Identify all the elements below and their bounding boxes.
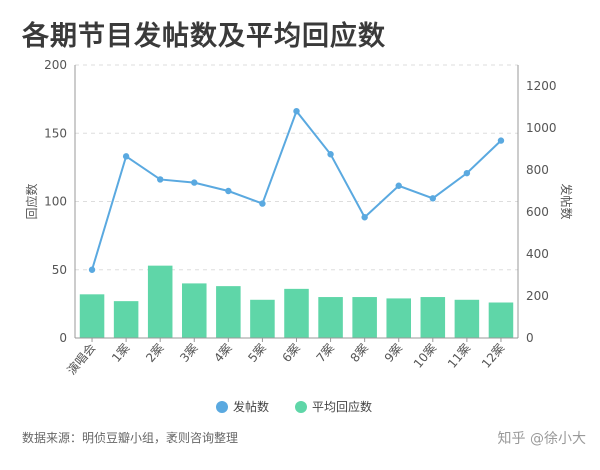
bar	[386, 298, 411, 338]
legend-marker-bar	[295, 401, 307, 413]
line-point	[361, 214, 368, 221]
x-tick-label: 演唱会	[64, 340, 99, 377]
right-tick-label: 600	[526, 205, 549, 219]
x-tick-label: 2案	[142, 340, 166, 365]
x-tick-label: 8案	[347, 340, 371, 365]
bar	[250, 299, 275, 338]
x-tick-label: 12案	[478, 340, 507, 371]
line-point	[259, 200, 266, 207]
bar	[216, 286, 241, 338]
x-tick-label: 6案	[279, 340, 303, 365]
line-point	[122, 153, 130, 160]
line-point	[327, 151, 334, 158]
line-point	[395, 182, 402, 189]
x-tick-label: 4案	[211, 340, 235, 365]
line-point	[463, 169, 471, 177]
bar	[454, 299, 480, 338]
legend-marker-line	[216, 401, 228, 413]
right-axis-title: 发帖数	[559, 183, 574, 219]
right-tick-label: 800	[526, 163, 549, 177]
right-tick-label: 1200	[526, 79, 557, 93]
left-tick-label: 200	[44, 58, 67, 72]
left-tick-label: 50	[52, 263, 67, 277]
line-path	[91, 109, 502, 271]
x-tick-label: 7案	[313, 340, 337, 365]
bar	[147, 265, 173, 338]
bar	[488, 302, 514, 338]
left-tick-label: 100	[44, 195, 67, 209]
bar	[79, 294, 105, 338]
x-tick-label: 10案	[410, 340, 439, 371]
right-tick-label: 0	[526, 331, 534, 345]
bar	[420, 297, 446, 338]
line-point	[88, 266, 96, 273]
bar	[113, 301, 139, 338]
right-tick-label: 1000	[526, 121, 557, 135]
x-tick-label: 1案	[108, 340, 132, 365]
chart-title: 各期节目发帖数及平均回应数	[22, 21, 386, 52]
watermark: 知乎 @徐小大	[497, 431, 586, 447]
left-axis-title: 回应数	[24, 183, 39, 219]
x-tick-label: 5案	[245, 340, 269, 365]
right-tick-label: 400	[526, 247, 549, 261]
bar	[284, 288, 309, 338]
bar	[352, 297, 377, 338]
line-point	[429, 195, 437, 202]
x-tick-label: 11案	[444, 340, 473, 371]
bar	[318, 297, 343, 338]
line-point	[293, 108, 300, 115]
legend: 发帖数 平均回应数	[216, 399, 372, 414]
left-tick-label: 0	[59, 331, 67, 345]
line-series	[88, 108, 505, 273]
legend-label: 平均回应数	[312, 399, 372, 414]
line-point	[225, 187, 232, 195]
line-point	[497, 137, 505, 144]
bar-series	[79, 265, 514, 338]
line-point	[156, 176, 164, 183]
data-source-note: 数据来源：明侦豆瓣小组，袤则咨询整理	[22, 431, 239, 445]
line-point	[191, 179, 198, 186]
x-tick-label: 3案	[176, 340, 200, 365]
right-tick-label: 200	[526, 289, 549, 303]
x-tick-label: 9案	[381, 340, 405, 365]
left-tick-label: 150	[44, 126, 67, 140]
bar	[182, 283, 207, 338]
legend-label: 发帖数	[233, 399, 269, 414]
